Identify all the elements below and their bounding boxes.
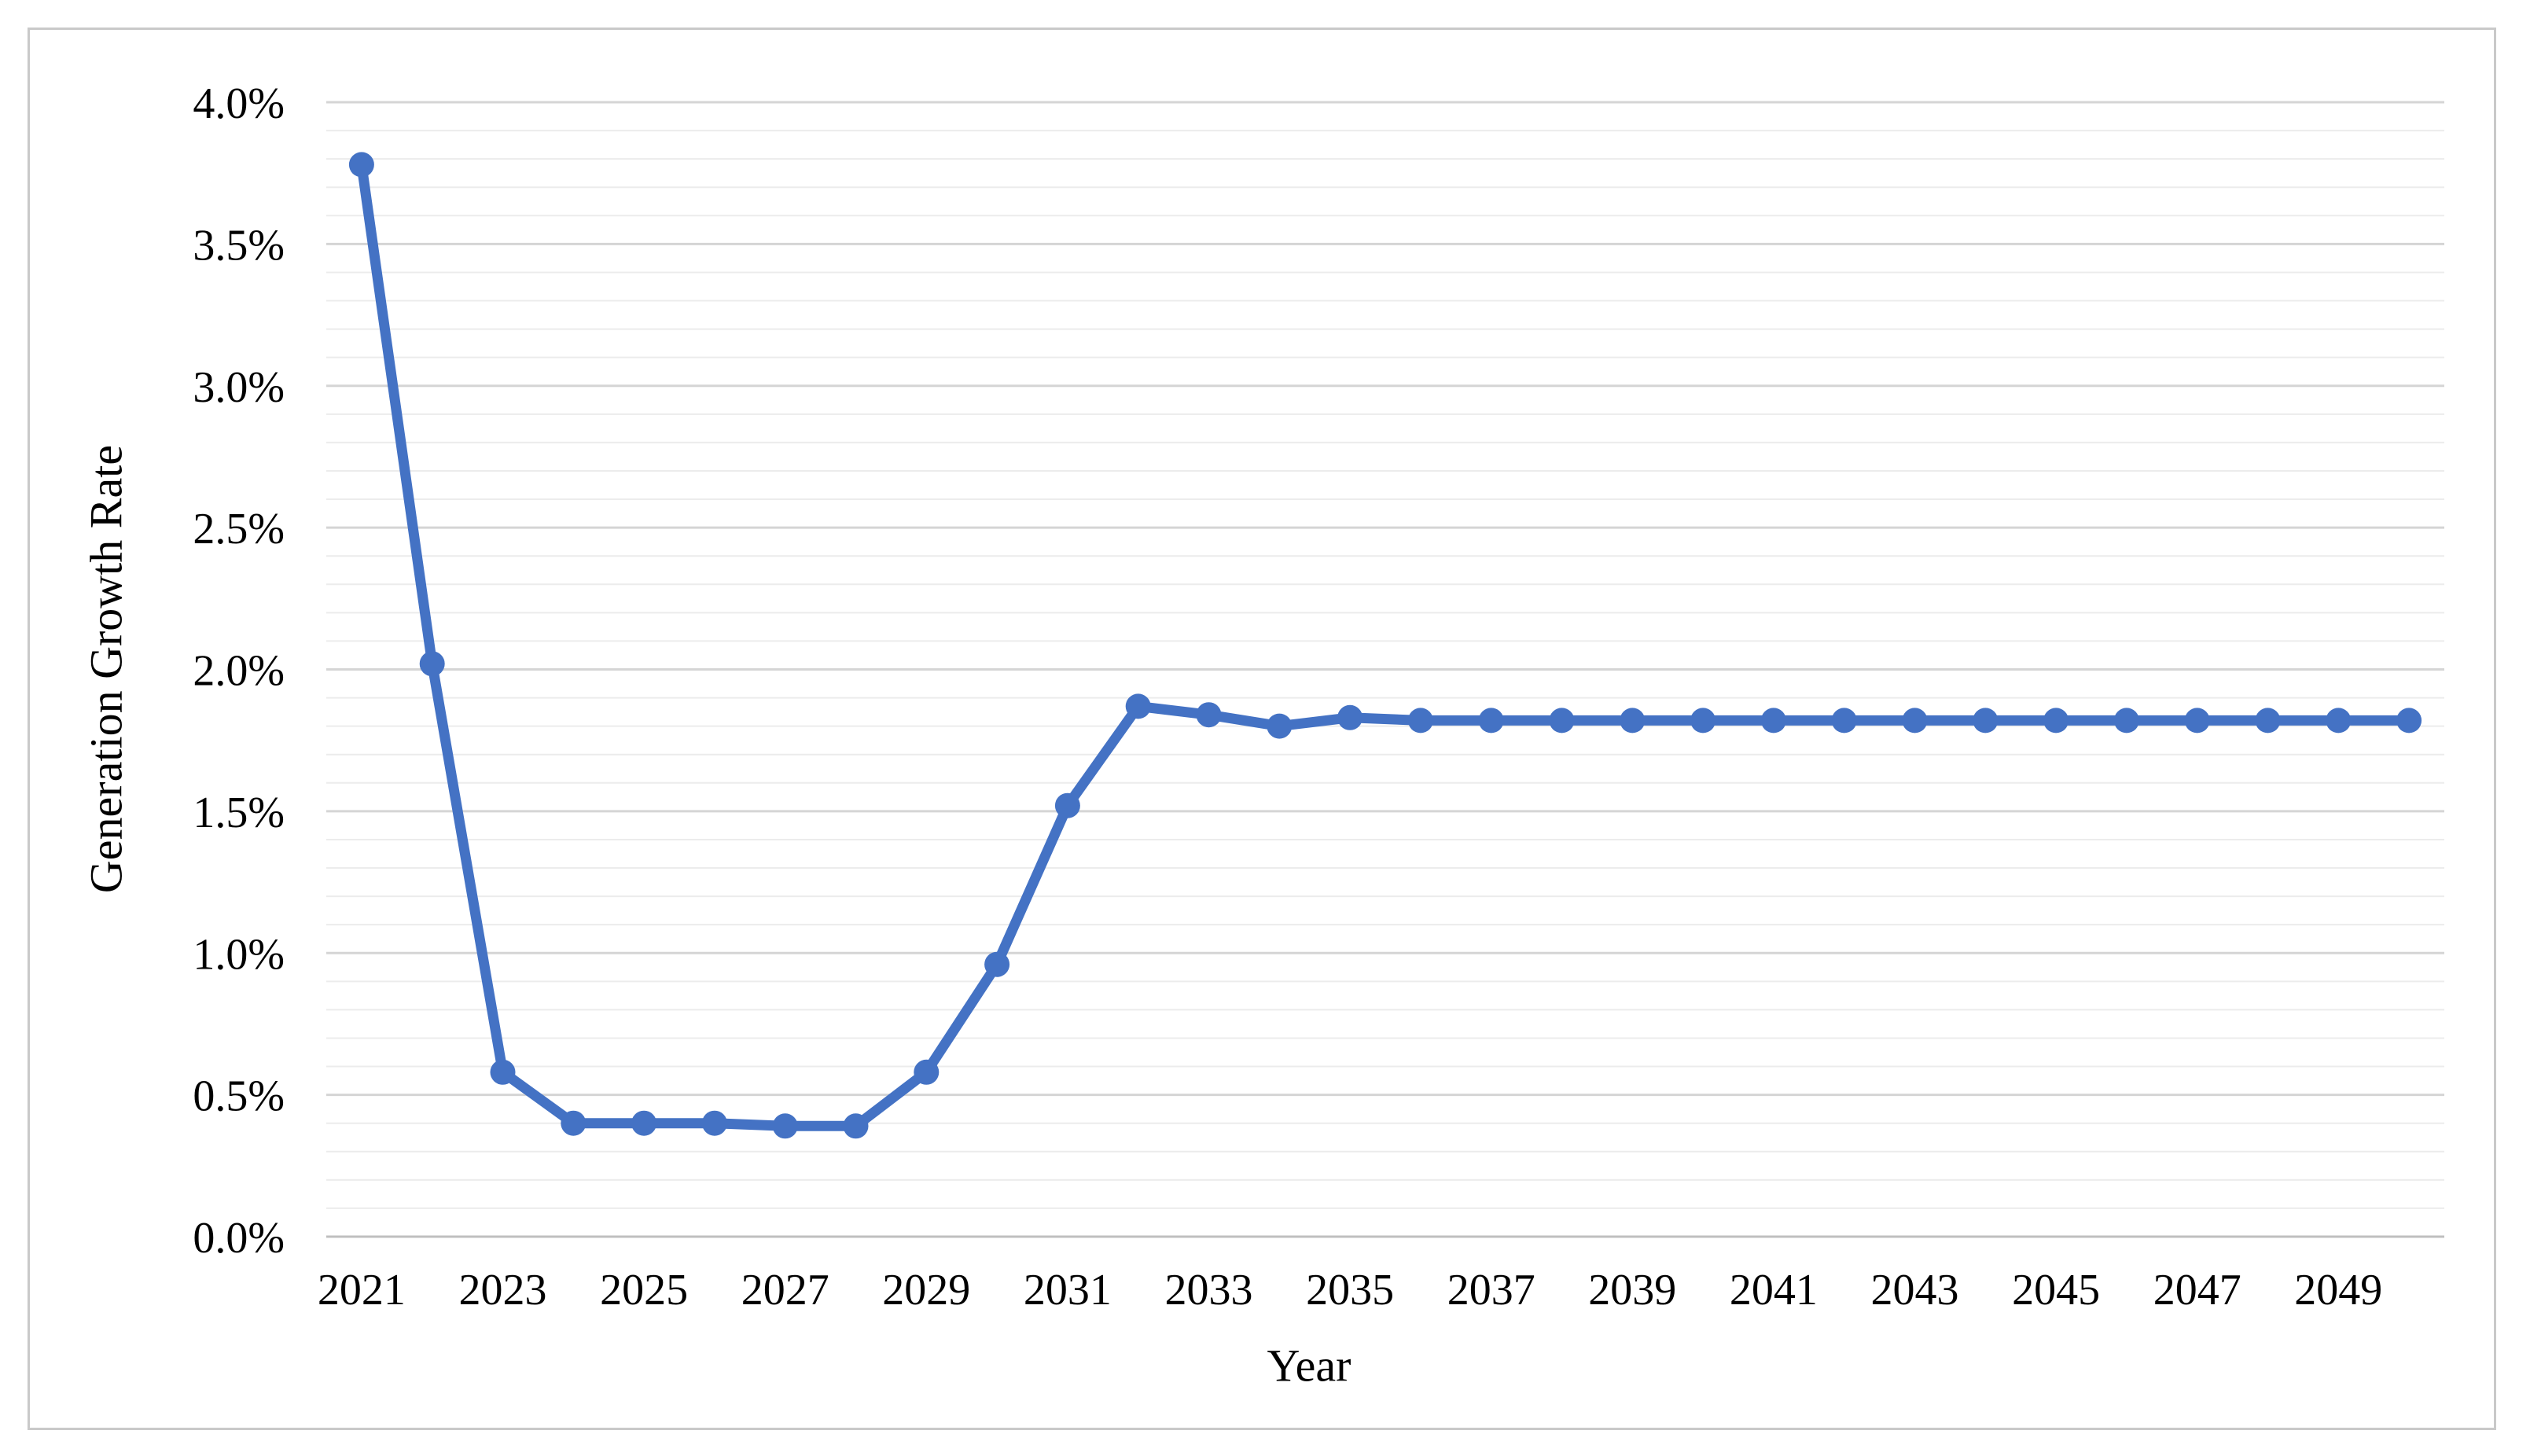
data-point [772, 1113, 798, 1139]
data-series-group [348, 152, 2422, 1139]
data-point [2113, 708, 2139, 734]
data-point [1337, 704, 1363, 730]
major-gridlines [326, 101, 2444, 1097]
data-point [1054, 792, 1080, 818]
x-tick-label: 2039 [1588, 1266, 1676, 1314]
x-axis-title: Year [1267, 1340, 1351, 1392]
y-tick-label: 1.5% [193, 789, 285, 837]
x-tick-labels: 2021 2023 2025 2027 2029 2031 2033 2035 2037 2039… [318, 1266, 2382, 1314]
data-point [1125, 693, 1151, 719]
data-point [2326, 708, 2352, 734]
data-point [631, 1110, 657, 1136]
data-point [2396, 708, 2422, 734]
data-point [419, 651, 445, 677]
minor-gridlines [326, 130, 2444, 1209]
x-tick-label: 2029 [882, 1266, 970, 1314]
data-point [1620, 708, 1646, 734]
data-point [1549, 708, 1575, 734]
data-point [2043, 708, 2069, 734]
data-point [1196, 702, 1222, 728]
y-axis-title: Generation Growth Rate [80, 444, 132, 894]
data-point [1407, 708, 1433, 734]
data-point [1831, 708, 1857, 734]
data-point [2255, 708, 2281, 734]
y-tick-label: 1.0% [193, 930, 285, 979]
data-point [1760, 708, 1786, 734]
data-point [348, 152, 374, 178]
data-point [1973, 708, 1999, 734]
x-tick-label: 2031 [1024, 1266, 1112, 1314]
data-point [1902, 708, 1928, 734]
y-tick-label: 0.0% [193, 1214, 285, 1263]
y-tick-label: 3.0% [193, 363, 285, 412]
x-tick-label: 2043 [1871, 1266, 1959, 1314]
x-tick-label: 2027 [741, 1266, 829, 1314]
x-tick-label: 2045 [2012, 1266, 2100, 1314]
x-tick-label: 2037 [1447, 1266, 1535, 1314]
x-tick-label: 2021 [318, 1266, 406, 1314]
x-tick-label: 2035 [1306, 1266, 1394, 1314]
x-tick-label: 2041 [1730, 1266, 1818, 1314]
y-tick-label: 3.5% [193, 221, 285, 270]
data-point [843, 1113, 869, 1139]
data-point [984, 951, 1010, 977]
data-point [1690, 708, 1716, 734]
x-tick-label: 2049 [2294, 1266, 2382, 1314]
data-point [914, 1059, 940, 1085]
y-tick-label: 2.5% [193, 505, 285, 553]
data-point [490, 1059, 516, 1085]
y-tick-labels: 0.0% 0.5% 1.0% 1.5% 2.0% 2.5% 3.0% 3.5% 4.0% [193, 79, 285, 1263]
data-point [2184, 708, 2210, 734]
data-point [1478, 708, 1504, 734]
y-tick-label: 4.0% [193, 79, 285, 128]
x-tick-label: 2025 [600, 1266, 688, 1314]
x-tick-label: 2023 [459, 1266, 547, 1314]
y-tick-label: 0.5% [193, 1072, 285, 1121]
x-tick-label: 2033 [1165, 1266, 1253, 1314]
data-point [701, 1110, 727, 1136]
y-tick-label: 2.0% [193, 647, 285, 696]
x-tick-label: 2047 [2153, 1266, 2241, 1314]
data-point [1267, 713, 1293, 739]
data-point [561, 1110, 587, 1136]
